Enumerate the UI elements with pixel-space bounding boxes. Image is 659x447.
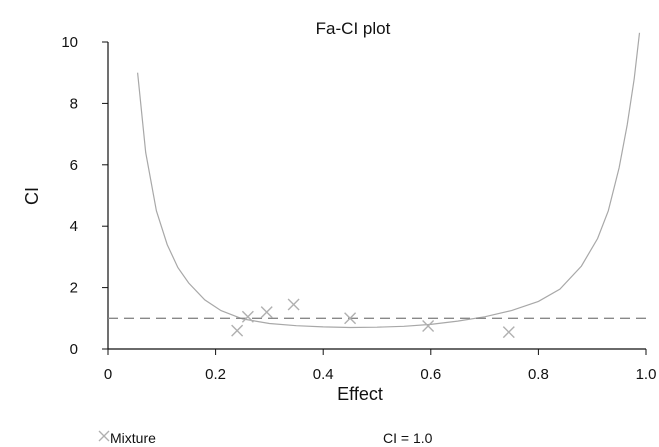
data-point (344, 312, 357, 325)
y-axis-title: CI (22, 187, 42, 205)
median-effect-curve (137, 32, 641, 329)
x-axis-title: Effect (337, 384, 383, 404)
axes (107, 42, 646, 350)
data-point (287, 298, 300, 311)
data-point (231, 324, 244, 337)
y-tick-label: 10 (61, 34, 78, 51)
legend-marker-x (98, 430, 110, 442)
y-tick-label: 0 (70, 341, 78, 358)
y-tick-label: 8 (70, 95, 78, 112)
curve-layer (137, 32, 641, 329)
legend-label-mixture: Mixture (110, 430, 156, 446)
legend-label-ci: CI = 1.0 (383, 430, 433, 446)
x-tick-label: 0.8 (528, 366, 549, 383)
data-point (422, 319, 435, 332)
data-point (241, 310, 254, 323)
y-tick-label: 6 (70, 157, 78, 174)
chart-title: Fa-CI plot (316, 19, 391, 38)
y-tick-label: 2 (70, 280, 78, 297)
x-tick-label: 0.6 (420, 366, 441, 383)
x-tick-label: 1.0 (636, 366, 657, 383)
data-point (502, 326, 515, 339)
x-tick-label: 0 (104, 366, 112, 383)
x-tick-label: 0.4 (313, 366, 334, 383)
legend: Mixture CI = 1.0 (98, 430, 433, 446)
legend-mixture: Mixture (98, 430, 156, 446)
points-layer (231, 298, 515, 339)
data-point (260, 306, 273, 319)
y-tick-label: 4 (70, 218, 78, 235)
ticks: 0 0.2 0.4 0.6 0.8 1.0 0 2 4 6 8 10 (61, 34, 656, 383)
x-tick-label: 0.2 (205, 366, 226, 383)
